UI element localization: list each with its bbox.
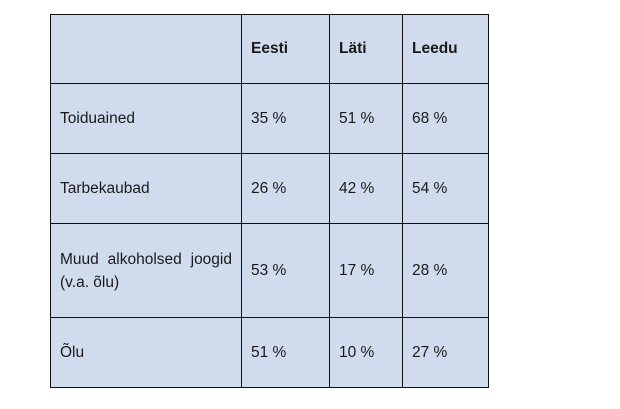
table-cell: 54 %	[402, 153, 489, 224]
table-header-row: Eesti Läti Leedu	[50, 14, 489, 84]
table-cell: 68 %	[402, 83, 489, 154]
row-label: Õlu	[50, 317, 242, 388]
table-cell: 42 %	[329, 153, 403, 224]
table-cell: 26 %	[241, 153, 330, 224]
row-label: Tarbekaubad	[50, 153, 242, 224]
column-header-eesti: Eesti	[241, 14, 330, 84]
table-cell: 17 %	[329, 223, 403, 318]
table-cell: 28 %	[402, 223, 489, 318]
table-row: Tarbekaubad 26 % 42 % 54 %	[50, 153, 489, 224]
table-cell: 51 %	[241, 317, 330, 388]
table-cell: 51 %	[329, 83, 403, 154]
table-cell: 35 %	[241, 83, 330, 154]
table-row: Õlu 51 % 10 % 27 %	[50, 317, 489, 388]
table-cell: 53 %	[241, 223, 330, 318]
data-table: Eesti Läti Leedu Toiduained 35 % 51 % 68…	[50, 14, 489, 388]
table-row: Muud alkoholsed joogid (v.a. õlu) 53 % 1…	[50, 223, 489, 318]
table-cell: 27 %	[402, 317, 489, 388]
table-cell: 10 %	[329, 317, 403, 388]
table-row: Toiduained 35 % 51 % 68 %	[50, 83, 489, 154]
row-label: Muud alkoholsed joogid (v.a. õlu)	[50, 223, 242, 318]
column-header-lati: Läti	[329, 14, 403, 84]
column-header-leedu: Leedu	[402, 14, 489, 84]
header-corner-cell	[50, 14, 242, 84]
row-label: Toiduained	[50, 83, 242, 154]
